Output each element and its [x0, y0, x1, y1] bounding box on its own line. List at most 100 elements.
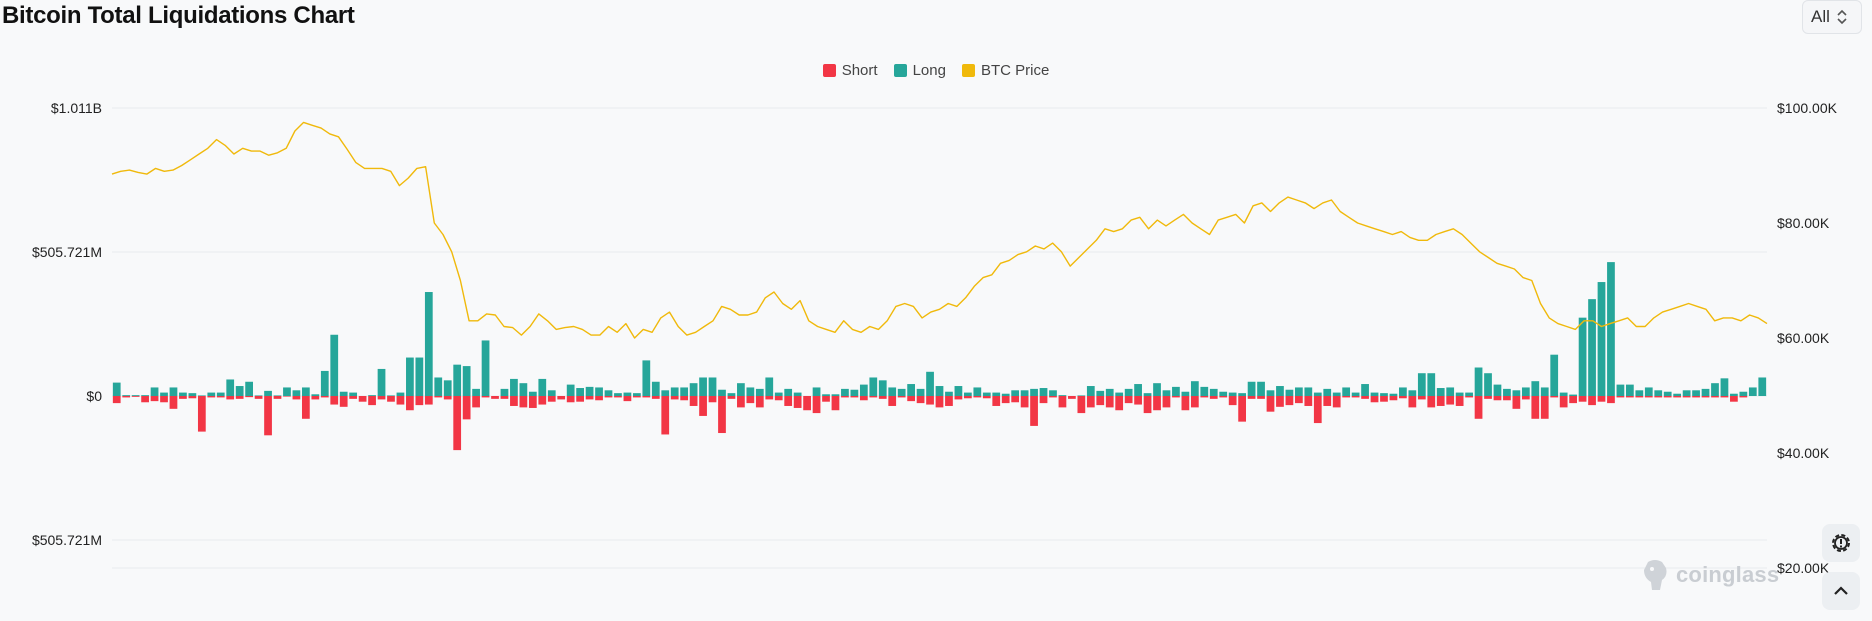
short-bar	[1380, 396, 1388, 402]
long-bar	[755, 388, 764, 396]
short-bar	[689, 396, 698, 406]
legend-item-short[interactable]: Short	[822, 62, 878, 79]
short-bar	[188, 396, 197, 399]
short-bar	[632, 396, 641, 398]
long-bar	[916, 388, 925, 396]
short-bar	[1578, 396, 1587, 402]
short-bar	[424, 396, 433, 405]
long-bar	[122, 395, 131, 396]
time-range-select[interactable]: All	[1802, 0, 1862, 34]
long-bar	[349, 392, 358, 396]
short-bar	[1616, 396, 1625, 398]
long-bar	[510, 378, 518, 396]
long-bar	[245, 381, 253, 396]
long-bar	[1294, 387, 1303, 396]
long-bar	[538, 378, 547, 396]
long-bar	[1361, 384, 1369, 396]
legend-label-long: Long	[912, 62, 946, 79]
short-bar	[916, 396, 925, 404]
short-bar	[1134, 396, 1142, 405]
long-bar	[1342, 387, 1351, 396]
long-bar	[197, 395, 206, 396]
short-bar	[216, 396, 225, 398]
long-bar	[292, 390, 301, 396]
btc-price-line	[111, 121, 1768, 339]
long-bar	[1512, 390, 1521, 396]
long-bar	[1276, 386, 1284, 396]
short-bar	[1370, 396, 1379, 403]
short-bar	[207, 396, 216, 398]
short-bar	[897, 396, 906, 398]
long-bar	[1219, 391, 1228, 396]
long-bar	[1588, 299, 1596, 396]
long-bar	[519, 383, 528, 396]
short-bar	[945, 396, 953, 406]
short-bar	[1389, 396, 1398, 401]
long-bar	[680, 387, 689, 396]
short-bar	[793, 396, 802, 408]
long-bar	[1559, 392, 1568, 396]
watermark-text: coinglass	[1676, 562, 1780, 587]
long-bar	[1730, 393, 1738, 396]
long-bar	[708, 377, 717, 396]
short-bar	[443, 396, 452, 400]
long-bar	[1313, 392, 1322, 396]
legend-item-long[interactable]: Long	[893, 62, 946, 79]
long-bar	[330, 334, 339, 396]
long-bar	[179, 392, 187, 396]
short-bar	[330, 396, 339, 405]
chevron-up-down-icon	[1837, 9, 1847, 25]
short-bar	[1682, 396, 1691, 398]
legend-item-btc-price[interactable]: BTC Price	[961, 62, 1049, 79]
short-bar	[169, 396, 178, 409]
long-bar	[888, 387, 897, 396]
long-bar	[1607, 262, 1615, 396]
short-bar	[699, 396, 707, 416]
long-bar	[614, 393, 622, 396]
short-bar	[1162, 396, 1171, 408]
short-bar	[500, 396, 509, 399]
short-bar	[472, 396, 480, 408]
short-bar	[585, 396, 594, 400]
long-bar	[547, 390, 556, 396]
scroll-to-top-button[interactable]	[1822, 572, 1860, 610]
long-bar	[897, 388, 906, 396]
short-bar	[604, 396, 613, 398]
long-bar	[453, 364, 462, 396]
long-bar	[1332, 392, 1341, 396]
short-bar	[1455, 396, 1464, 406]
short-bar	[1020, 396, 1029, 408]
short-bar	[1124, 396, 1133, 404]
short-bar	[396, 396, 405, 405]
short-bar	[1625, 396, 1634, 398]
short-bar	[557, 396, 566, 400]
short-bar	[245, 396, 253, 398]
chart-legend: Short Long BTC Price	[0, 62, 1872, 79]
short-bar	[1484, 396, 1492, 399]
short-bar	[349, 396, 358, 399]
chart-title: Bitcoin Total Liquidations Chart	[2, 2, 355, 29]
short-bar	[982, 396, 991, 399]
long-bar	[954, 386, 963, 396]
long-bar	[746, 387, 755, 396]
long-bar	[1134, 384, 1142, 396]
long-bar	[859, 384, 868, 396]
short-bar	[718, 396, 726, 434]
long-bar	[1417, 373, 1426, 396]
short-bar	[1209, 396, 1218, 399]
short-bar	[1342, 396, 1351, 398]
short-bar	[1228, 396, 1237, 406]
short-bar	[1096, 396, 1105, 406]
short-bar	[954, 396, 963, 400]
short-bar	[1181, 396, 1190, 411]
short-bar	[746, 396, 755, 404]
short-bar	[1049, 396, 1057, 398]
short-bar	[1030, 396, 1038, 426]
chart-settings-button[interactable]	[1822, 524, 1860, 562]
long-bar	[112, 382, 121, 396]
long-bar	[1143, 393, 1152, 396]
short-bar	[519, 396, 528, 408]
short-bar	[1001, 396, 1010, 404]
short-bar	[1408, 396, 1417, 408]
long-bar	[1540, 387, 1549, 396]
